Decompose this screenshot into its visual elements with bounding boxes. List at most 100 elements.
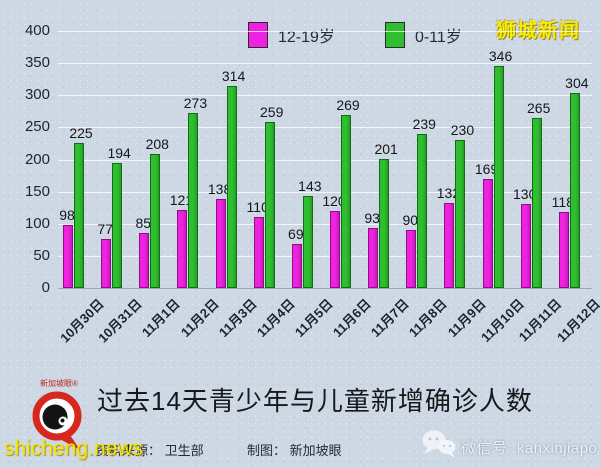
x-tick-text: 11月2日 [177,296,222,340]
bar-0-11岁 [112,163,123,288]
gridline [58,63,592,65]
source-label: 资料来源： 卫生部 [96,443,204,458]
value-label: 194 [107,145,131,161]
bar-0-11岁 [188,113,199,288]
value-label: 230 [450,122,475,138]
value-label: 143 [298,178,322,194]
bar-12-19岁 [368,228,379,288]
wechat-icon [421,429,457,464]
value-label: 85 [135,215,152,231]
bar-0-11岁 [417,134,428,288]
y-tick-label: 400 [24,22,50,39]
value-label: 346 [488,48,513,64]
value-label: 93 [364,210,380,226]
bar-12-19岁 [444,203,455,288]
legend-swatch [384,22,405,48]
value-label: 273 [183,95,208,111]
x-tick-text: 11月7日 [368,296,413,340]
gridline [58,127,592,129]
legend: 12-19岁 0-11岁 [248,22,462,48]
legend-label: 0-11岁 [414,29,462,46]
y-tick-label: 200 [24,150,50,168]
gridline [58,255,592,257]
value-label: 110 [246,199,269,215]
value-label: 269 [336,97,360,113]
bar-12-19岁 [177,210,188,288]
value-label: 259 [260,104,284,120]
value-label: 138 [207,181,232,197]
y-tick-label: 0 [41,279,50,296]
credit-label: 制图： 新加坡眼 [247,443,342,458]
bar-12-19岁 [482,179,493,288]
y-tick-label: 350 [24,54,50,72]
gridline [58,223,592,225]
value-label: 69 [288,226,304,242]
gridline [58,288,592,289]
value-label: 98 [59,207,75,223]
legend-item-12-19岁: 12-19岁 [248,22,335,48]
watermark-bottom-left: shicheng.news [4,437,143,460]
value-label: 77 [97,221,113,237]
bar-0-11岁 [226,86,237,288]
gridline [58,159,592,161]
y-tick-label: 150 [24,182,50,200]
gridline [58,191,592,193]
value-label: 239 [412,116,436,132]
value-label: 169 [474,161,499,177]
x-tick-text: 11月4日 [253,296,298,340]
chart-title: 过去14天青少年与儿童新增确诊人数 [97,386,533,416]
value-label: 118 [551,194,575,210]
bar-12-19岁 [253,217,264,288]
value-label: 130 [513,186,537,202]
bar-0-11岁 [569,93,580,288]
value-label: 121 [169,192,194,208]
bar-0-11岁 [74,143,84,288]
y-tick-label: 50 [33,246,50,264]
bar-0-11岁 [341,115,351,288]
bar-12-19岁 [406,230,417,288]
bar-12-19岁 [291,244,302,288]
bar-0-11岁 [531,118,542,288]
bar-0-11岁 [150,154,161,288]
value-label: 208 [145,136,169,152]
bar-12-19岁 [558,212,569,288]
eye-bubble-icon: 新加坡眼® [32,378,82,450]
bar-12-19岁 [520,204,531,288]
bar-0-11岁 [455,140,466,288]
x-tick-text: 11月1日 [139,296,184,340]
value-label: 120 [322,193,346,209]
y-tick-label: 300 [24,86,50,104]
bar-0-11岁 [302,196,313,288]
x-tick-text: 11月5日 [291,296,336,340]
x-tick-text: 11月6日 [330,296,374,340]
bar-12-19岁 [330,211,340,288]
value-label: 225 [69,125,93,141]
singapore-eye-logo: 新加坡眼® [26,376,92,461]
value-label: 304 [565,75,589,91]
bar-0-11岁 [264,122,275,288]
value-label: 201 [374,141,398,157]
value-label: 265 [527,100,551,116]
gridline [58,31,592,32]
bar-0-11岁 [493,66,504,288]
bar-12-19岁 [139,233,150,288]
legend-item-0-11岁: 0-11岁 [384,22,462,48]
bar-12-19岁 [101,239,112,288]
value-label: 90 [402,212,419,228]
legend-swatch [248,22,268,48]
value-label: 314 [221,68,246,84]
gridline [58,95,592,97]
x-tick-text: 11月3日 [215,296,260,340]
legend-label: 12-19岁 [278,29,335,46]
y-tick-label: 250 [24,118,50,136]
bar-0-11岁 [379,159,390,288]
wechat-handle: 微信号: kanxinjiapo [461,440,598,457]
watermark-top-right: 狮城新闻 [496,20,580,42]
bar-12-19岁 [63,225,73,288]
bar-12-19岁 [215,199,226,288]
y-tick-label: 100 [24,214,50,232]
logo-brand-text: 新加坡眼® [40,378,78,388]
value-label: 132 [436,185,461,201]
x-tick-text: 11月8日 [406,296,451,340]
